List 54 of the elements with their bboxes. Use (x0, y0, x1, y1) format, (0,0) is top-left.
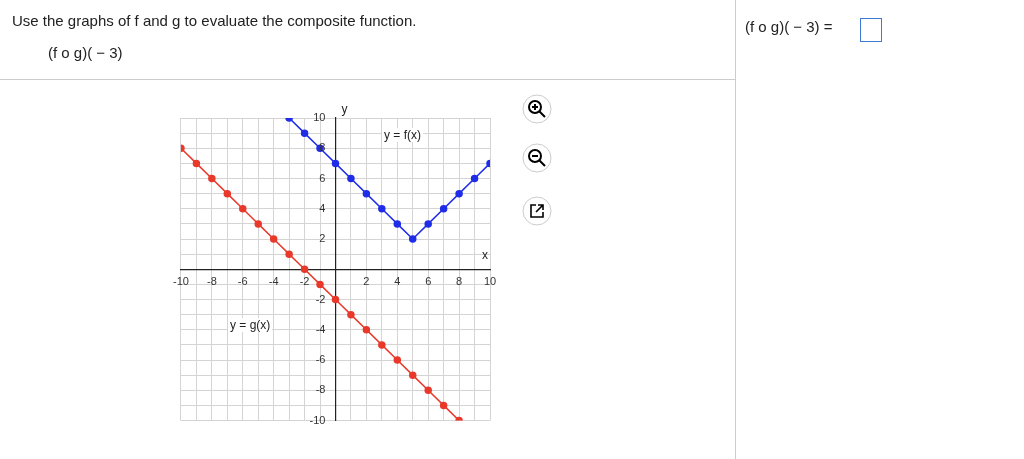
point (362, 326, 371, 334)
point (254, 220, 262, 228)
y-tick-label: 6 (319, 171, 326, 184)
x-axis-title: x (482, 247, 488, 262)
point (208, 174, 216, 183)
x-tick-label: -6 (237, 274, 248, 287)
point (300, 265, 309, 273)
annotation: y = f(x) (382, 128, 424, 142)
point (269, 235, 278, 243)
point (316, 280, 324, 289)
point (285, 250, 293, 258)
point (331, 159, 340, 168)
point (393, 220, 402, 228)
x-tick-label: -10 (173, 274, 189, 287)
point (331, 295, 340, 304)
point (362, 189, 371, 198)
point (378, 341, 386, 349)
point (470, 174, 479, 183)
point (408, 371, 417, 379)
point (393, 356, 402, 364)
point (223, 189, 232, 198)
point (192, 159, 201, 168)
x-tick-label: -2 (299, 274, 310, 287)
x-tick-label: 10 (483, 274, 497, 287)
annotation: y = g(x) (228, 318, 273, 332)
y-tick-label: -8 (315, 383, 326, 396)
y-tick-label: 10 (313, 111, 326, 124)
point (408, 235, 417, 243)
text: (f o g)( − 3) = (745, 18, 833, 35)
point (424, 220, 432, 228)
point (347, 310, 355, 319)
point (455, 189, 463, 198)
y-tick-label: -4 (315, 322, 326, 335)
x-tick-label: -4 (268, 274, 279, 287)
point (239, 205, 247, 213)
point (424, 386, 432, 394)
point (347, 174, 355, 183)
x-tick-label: 6 (425, 274, 432, 287)
point (378, 205, 386, 213)
y-tick-label: -10 (309, 413, 326, 426)
y-tick-label: -6 (315, 353, 326, 366)
point (300, 129, 309, 137)
y-tick-label: 4 (319, 201, 326, 214)
point (439, 401, 448, 410)
x-tick-label: 2 (363, 274, 370, 287)
x-tick-label: 4 (394, 274, 401, 287)
y-tick-label: 2 (319, 232, 326, 245)
chart-subtitle: (f o g)( − 3) (48, 44, 123, 61)
point (439, 205, 448, 213)
y-axis-title: y (341, 102, 348, 117)
x-tick-label: 8 (456, 274, 463, 287)
y-tick-label: -2 (315, 292, 326, 305)
chart-title: Use the graphs of f and g to evaluate the composite function. (12, 12, 417, 29)
x-tick-label: -8 (206, 274, 217, 287)
